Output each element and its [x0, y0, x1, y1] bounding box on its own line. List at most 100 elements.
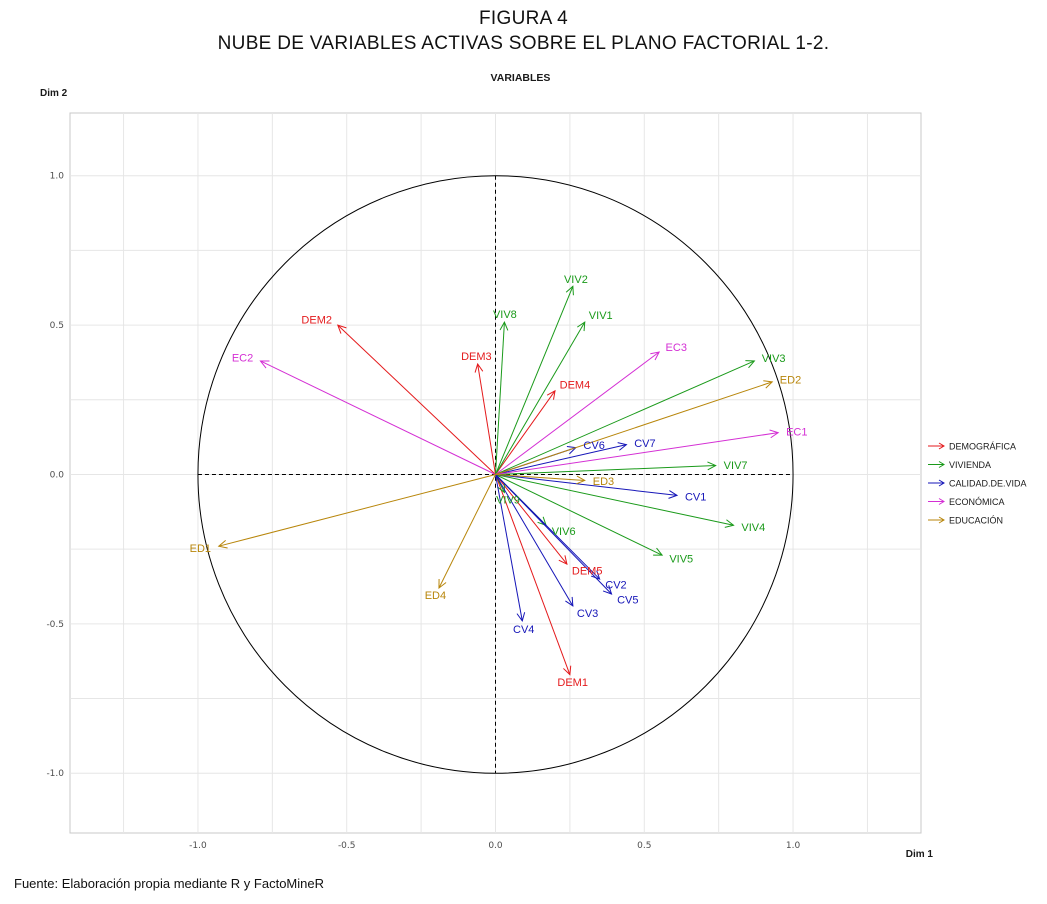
arrow-line — [495, 286, 574, 475]
arrow-line — [495, 474, 612, 595]
arrow-ed2 — [495, 380, 774, 475]
legend-key-head — [938, 498, 945, 505]
arrow-head — [707, 461, 717, 471]
arrow-head — [617, 442, 628, 451]
x-tick-label: -0.5 — [338, 841, 356, 851]
arrow-viv5 — [495, 474, 664, 556]
legend-key-head — [938, 461, 945, 468]
legend-label: EDUCACIÓN — [949, 516, 1003, 526]
label-cv3: CV3 — [577, 608, 598, 620]
legend-item: DEMOGRÁFICA — [928, 442, 1016, 452]
arrow-head — [769, 429, 780, 439]
arrow-head — [563, 665, 572, 676]
legend-item: ECONÓMICA — [928, 497, 1005, 507]
label-dem3: DEM3 — [461, 351, 492, 363]
legend-label: CALIDAD.DE.VIDA — [949, 479, 1027, 489]
arrow-head — [516, 612, 526, 623]
arrow-ec3 — [495, 351, 661, 475]
arrow-dem3 — [474, 362, 496, 475]
legend-key-head — [938, 442, 945, 450]
y-tick-label: 0.0 — [50, 470, 65, 480]
label-ed3: ED3 — [593, 476, 614, 488]
label-ec2: EC2 — [232, 352, 253, 364]
label-dem1: DEM1 — [557, 677, 588, 689]
legend: DEMOGRÁFICA VIVIENDA CALIDAD.DE.VIDA ECONÓM… — [928, 442, 1027, 526]
x-tick-label: -1.0 — [189, 841, 207, 851]
label-dem5: DEM5 — [572, 565, 603, 577]
arrow-dem1 — [495, 474, 572, 676]
arrow-head — [745, 360, 756, 369]
legend-key-head — [938, 479, 945, 487]
arrow-cv1 — [495, 473, 679, 499]
legend-item: VIVIENDA — [928, 460, 991, 470]
label-ed4: ED4 — [425, 590, 446, 602]
arrow-head — [259, 360, 270, 369]
label-dem2: DEM2 — [301, 315, 332, 327]
arrow-line — [495, 473, 585, 481]
source-note: Fuente: Elaboración propia mediante R y … — [14, 876, 324, 891]
arrow-viv4 — [495, 474, 735, 528]
arrow-line — [495, 473, 678, 496]
legend-item: EDUCACIÓN — [928, 516, 1003, 526]
arrow-viv2 — [495, 285, 574, 475]
label-viv1: VIV1 — [589, 310, 613, 322]
legend-label: VIVIENDA — [949, 460, 991, 470]
arrow-ec2 — [259, 360, 496, 475]
chart-title: VARIABLES — [491, 72, 551, 84]
label-dem4: DEM4 — [560, 379, 591, 391]
arrow-line — [495, 432, 779, 475]
arrow-cv3 — [495, 474, 574, 607]
arrow-line — [495, 474, 523, 621]
legend-key-head — [938, 516, 945, 524]
arrow-line — [337, 324, 496, 475]
y-tick-label: 0.5 — [50, 321, 64, 331]
label-viv4: VIV4 — [741, 522, 765, 534]
arrow-viv1 — [495, 321, 586, 475]
x-tick-label: 0.5 — [637, 841, 651, 851]
arrow-line — [495, 322, 505, 475]
arrow-head — [577, 321, 586, 332]
arrow-viv3 — [495, 360, 756, 475]
label-viv6: VIV6 — [552, 526, 576, 538]
arrow-ed3 — [495, 473, 586, 485]
arrow-head — [217, 539, 228, 549]
arrow-cv7 — [495, 442, 628, 475]
label-viv8: VIV8 — [493, 309, 517, 321]
arrow-line — [495, 351, 660, 475]
arrow-viv7 — [495, 461, 717, 475]
label-cv5: CV5 — [617, 595, 638, 607]
arrow-cv5 — [495, 474, 613, 595]
arrow-head — [602, 585, 613, 595]
label-ed1: ED1 — [190, 543, 211, 555]
x-tick-label: 0.0 — [488, 841, 503, 851]
arrow-head — [590, 570, 601, 580]
arrow-line — [495, 474, 734, 526]
arrow-head — [499, 320, 509, 331]
figure-title: NUBE DE VARIABLES ACTIVAS SOBRE EL PLANO… — [217, 33, 830, 54]
arrow-head — [558, 555, 568, 566]
x-tick-label: 1.0 — [786, 841, 801, 851]
label-ec1: EC1 — [786, 426, 807, 438]
legend-item: CALIDAD.DE.VIDA — [928, 479, 1027, 489]
arrow-viv8 — [495, 320, 509, 475]
arrow-head — [576, 475, 586, 485]
arrow-line — [495, 474, 571, 675]
arrow-line — [495, 390, 556, 475]
variable-arrows — [217, 285, 780, 676]
arrow-ec1 — [495, 429, 780, 475]
arrow-line — [495, 465, 716, 475]
arrow-dem2 — [336, 324, 496, 475]
label-viv7: VIV7 — [724, 460, 748, 472]
label-cv7: CV7 — [634, 438, 655, 450]
label-cv1: CV1 — [685, 491, 706, 503]
arrow-line — [495, 360, 755, 475]
label-ec3: EC3 — [666, 342, 687, 354]
arrow-line — [495, 381, 773, 475]
arrow-line — [218, 474, 496, 547]
arrow-head — [650, 351, 661, 361]
arrow-line — [495, 444, 627, 475]
arrow-head — [497, 483, 505, 494]
y-tick-label: -0.5 — [46, 620, 64, 630]
arrow-line — [438, 474, 496, 589]
